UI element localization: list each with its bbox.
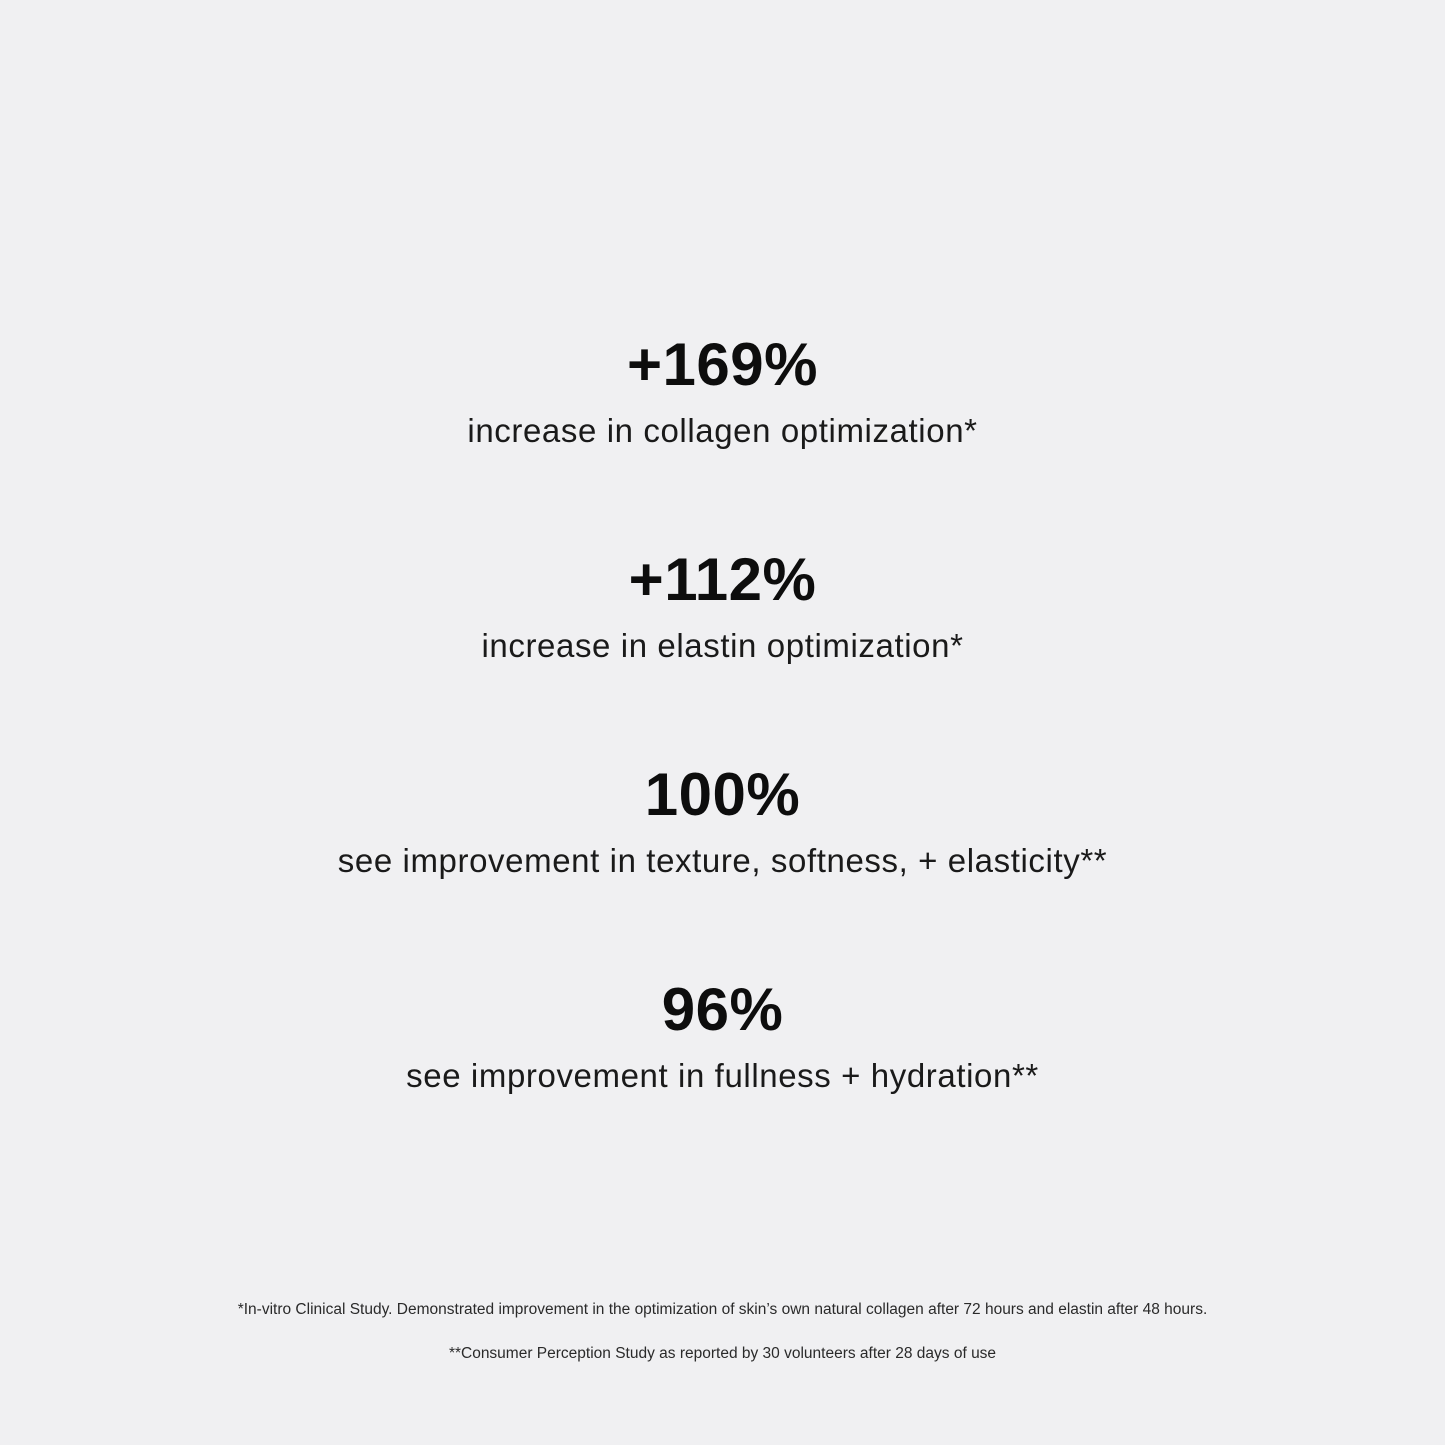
stat-description: increase in collagen optimization* bbox=[467, 412, 978, 449]
stat-description: see improvement in texture, softness, + … bbox=[337, 842, 1108, 879]
stat-value: 96% bbox=[661, 976, 784, 1043]
footnote-clinical: *In-vitro Clinical Study. Demonstrated i… bbox=[237, 1301, 1208, 1318]
stat-hydration: 96% see improvement in fullness + hydrat… bbox=[0, 980, 1445, 1096]
stat-value: +169% bbox=[627, 331, 818, 398]
stat-texture: 100% see improvement in texture, softnes… bbox=[0, 765, 1445, 881]
stat-description: see improvement in fullness + hydration*… bbox=[406, 1057, 1039, 1094]
stat-collagen: +169% increase in collagen optimization* bbox=[0, 335, 1445, 451]
stat-description: increase in elastin optimization* bbox=[481, 627, 964, 664]
stat-value: 100% bbox=[644, 761, 801, 828]
stat-value: +112% bbox=[628, 546, 817, 613]
footnote-consumer: **Consumer Perception Study as reported … bbox=[448, 1345, 997, 1362]
stat-elastin: +112% increase in elastin optimization* bbox=[0, 550, 1445, 666]
